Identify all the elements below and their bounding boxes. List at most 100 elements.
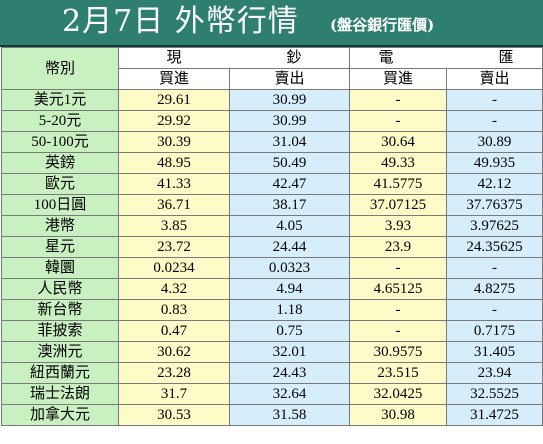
currency-name-cell: 港幣 (1, 215, 119, 237)
table-row: 星元 23.72 24.44 23.9 24.35625 (1, 236, 543, 258)
transfer-buy-cell: 30.64 (349, 131, 447, 153)
transfer-sell-cell: 37.76375 (446, 194, 543, 216)
table-row: 瑞士法朗 31.7 32.64 32.0425 32.5525 (1, 383, 543, 405)
cash-buy-cell: 0.83 (118, 299, 230, 321)
cash-buy-cell: 31.7 (118, 383, 230, 405)
cash-sell-cell: 0.0323 (229, 257, 350, 279)
table-row: 美元1元 29.61 30.99- - (1, 89, 543, 111)
cash-sell-cell: 31.58 (229, 404, 350, 426)
table-row: 歐元 41.33 42.47 41.5775 42.12 (1, 173, 543, 195)
transfer-buy-cell: 41.5775 (349, 173, 447, 195)
currency-name-cell: 美元1元 (1, 89, 119, 111)
table-row: 人民幣 4.32 4.94 4.65125 4.8275 (1, 278, 543, 300)
table-row: 新台幣 0.83 1.18- - (1, 299, 543, 321)
cash-sell-cell: 32.64 (229, 383, 350, 405)
cash-buy-cell: 30.62 (118, 341, 230, 363)
transfer-buy-cell: 49.33 (349, 152, 447, 174)
currency-name-cell: 韓圜 (1, 257, 119, 279)
currency-name-cell: 紐西蘭元 (1, 362, 119, 384)
transfer-buy-cell: 23.515 (349, 362, 447, 384)
cash-header-char-2: 鈔 (286, 50, 302, 66)
transfer-buy-cell: - (349, 320, 447, 342)
currency-name-cell: 50-100元 (1, 131, 119, 153)
transfer-group-header: 電匯 (349, 47, 543, 69)
transfer-buy-cell: 32.0425 (349, 383, 447, 405)
table-row: 紐西蘭元 23.28 24.43 23.515 23.94 (1, 362, 543, 384)
transfer-buy-cell: 30.9575 (349, 341, 447, 363)
currency-name-cell: 加拿大元 (1, 404, 119, 426)
cash-sell-cell: 4.05 (229, 215, 350, 237)
cash-sell-cell: 24.43 (229, 362, 350, 384)
rates-table-body: 幣別 現鈔 電匯 買進 賣出 買進 賣出 美元1元 29.61 30.99- -5-2… (1, 47, 543, 426)
transfer-buy-cell: 4.65125 (349, 278, 447, 300)
cash-buy-cell: 36.71 (118, 194, 230, 216)
transfer-sell-cell: - (446, 110, 543, 132)
cash-sell-cell: 32.01 (229, 341, 350, 363)
transfer-sell-cell: 24.35625 (446, 236, 543, 258)
transfer-buy-cell: - (349, 299, 447, 321)
cash-sell-cell: 24.44 (229, 236, 350, 258)
table-row: 加拿大元 30.53 31.58 30.98 31.4725 (1, 404, 543, 426)
header-row-sub: 買進 賣出 買進 賣出 (2, 68, 543, 90)
cash-buy-cell: 3.85 (118, 215, 230, 237)
cash-buy-cell: 4.32 (118, 278, 230, 300)
transfer-sell-cell: 49.935 (446, 152, 543, 174)
table-row: 100日圓 36.71 38.17 37.07125 37.76375 (1, 194, 543, 216)
cash-sell-cell: 38.17 (229, 194, 350, 216)
page-title: 2月7日 外幣行情 (62, 4, 299, 39)
transfer-header-char-2: 匯 (498, 50, 514, 66)
cash-sell-cell: 30.99 (229, 89, 350, 111)
cash-buy-cell: 23.72 (118, 236, 230, 258)
transfer-buy-cell: 3.93 (349, 215, 447, 237)
currency-name-cell: 新台幣 (1, 299, 119, 321)
currency-name-cell: 澳洲元 (1, 341, 119, 363)
transfer-buy-cell: 30.98 (349, 404, 447, 426)
cash-sell-cell: 42.47 (229, 173, 350, 195)
table-row: 英鎊 48.95 50.49 49.33 49.935 (1, 152, 543, 174)
currency-name-cell: 瑞士法朗 (1, 383, 119, 405)
currency-name-cell: 英鎊 (1, 152, 119, 174)
table-row: 港幣 3.85 4.05 3.93 3.97625 (1, 215, 543, 237)
transfer-sell-cell: 4.8275 (446, 278, 543, 300)
cash-sell-cell: 4.94 (229, 278, 350, 300)
transfer-sell-cell: 42.12 (446, 173, 543, 195)
cash-buy-cell: 30.39 (118, 131, 230, 153)
currency-name-cell: 5-20元 (1, 110, 119, 132)
transfer-sell-cell: - (446, 257, 543, 279)
header-row-groups: 幣別 現鈔 電匯 (1, 47, 543, 90)
cash-header-char-1: 現 (166, 50, 182, 66)
table-row: 韓圜 0.0234 0.0323- - (1, 257, 543, 279)
transfer-buy-cell: - (349, 110, 447, 132)
cash-group-header: 現鈔 (118, 47, 350, 69)
transfer-sell-cell: 3.97625 (446, 215, 543, 237)
cash-buy-cell: 41.33 (118, 173, 230, 195)
page-subtitle: (盤谷銀行匯價) (330, 16, 435, 34)
table-row: 澳洲元 30.62 32.01 30.9575 31.405 (1, 341, 543, 363)
currency-column-header: 幣別 (1, 47, 119, 90)
transfer-sell-cell: 31.4725 (446, 404, 543, 426)
cash-buy-cell: 0.0234 (118, 257, 230, 279)
rates-table: 幣別 現鈔 電匯 買進 賣出 買進 賣出 美元1元 29.61 30.99- -5-2… (1, 47, 543, 426)
transfer-sell-cell: 30.89 (446, 131, 543, 153)
transfer-sell-cell: 23.94 (446, 362, 543, 384)
transfer-sell-cell: - (446, 89, 543, 111)
cash-buy-cell: 29.92 (118, 110, 230, 132)
cash-sell-cell: 50.49 (229, 152, 350, 174)
transfer-buy-cell: 23.9 (349, 236, 447, 258)
transfer-header-char-1: 電 (378, 50, 394, 66)
transfer-buy-cell: 37.07125 (349, 194, 447, 216)
transfer-buy-cell: - (349, 257, 447, 279)
cash-buy-header: 買進 (118, 68, 230, 90)
currency-name-cell: 星元 (1, 236, 119, 258)
cash-sell-cell: 1.18 (229, 299, 350, 321)
cash-buy-cell: 29.61 (118, 89, 230, 111)
table-row: 菲披索 0.47 0.75-0.7175 (1, 320, 543, 342)
transfer-sell-header: 賣出 (446, 68, 543, 90)
transfer-buy-cell: - (349, 89, 447, 111)
transfer-buy-header: 買進 (349, 68, 447, 90)
currency-name-cell: 100日圓 (1, 194, 119, 216)
table-row: 5-20元 29.92 30.99- - (1, 110, 543, 132)
cash-buy-cell: 23.28 (118, 362, 230, 384)
currency-name-cell: 菲披索 (1, 320, 119, 342)
